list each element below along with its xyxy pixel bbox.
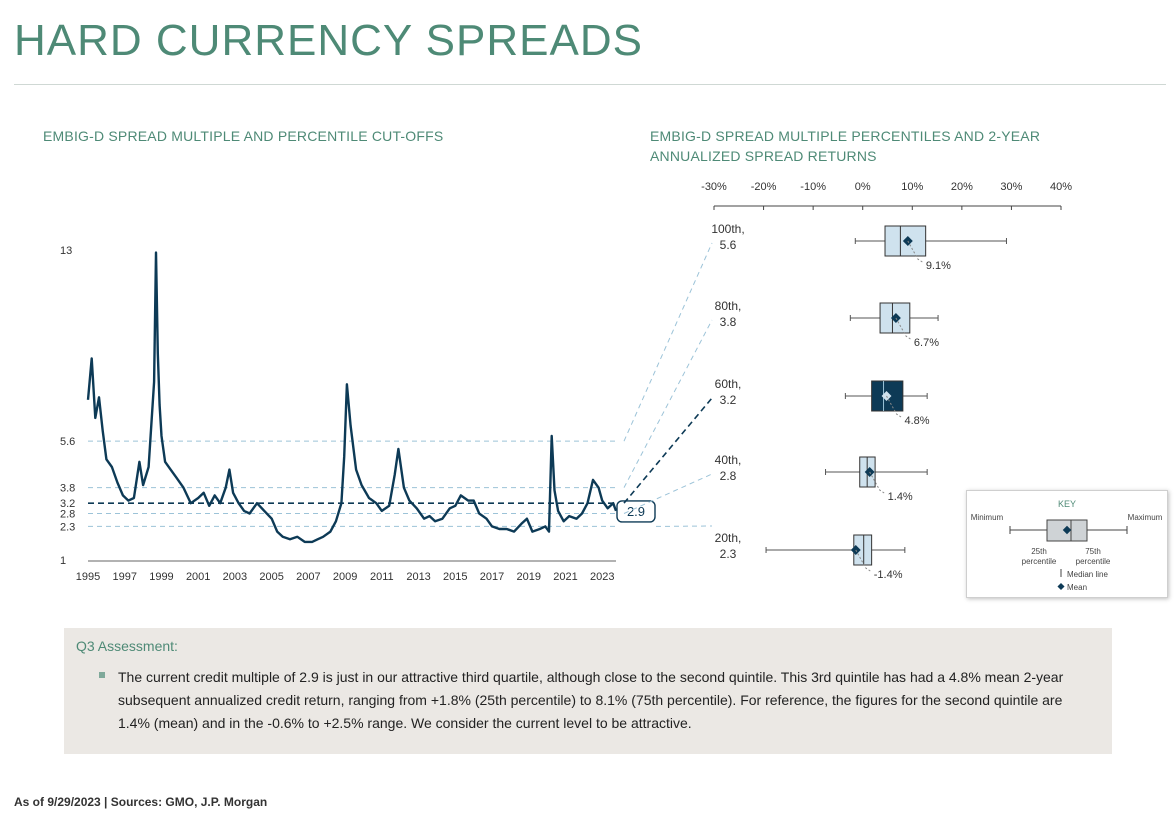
x-tick-label: 1995 xyxy=(76,571,100,583)
x-tick-label: 2013 xyxy=(406,571,430,583)
box-row-3.2: 4.8% 60th, 3.2 xyxy=(715,377,930,427)
x-tick-label: 2023 xyxy=(590,571,614,583)
y-tick-label: 3.8 xyxy=(60,483,75,495)
box-row-5.6: 9.1% 100th, 5.6 xyxy=(711,222,1007,272)
assessment-title: Q3 Assessment: xyxy=(76,638,178,654)
box-mean-label: 4.8% xyxy=(905,415,930,427)
box-mean-label: 9.1% xyxy=(926,260,951,272)
key-mean-swatch xyxy=(1057,582,1065,591)
box-x-tick-label: 30% xyxy=(1000,181,1022,193)
key-mean-label: Mean xyxy=(1067,583,1087,592)
key-q3-label-2: percentile xyxy=(1076,557,1111,566)
key-legend: KEY Minimum Maximum 25th percentile 75th… xyxy=(966,490,1168,598)
connector-40th xyxy=(623,473,713,514)
box-mean-leader xyxy=(886,395,903,419)
box-row-label: 20th, xyxy=(715,531,742,545)
x-tick-label: 2005 xyxy=(259,571,283,583)
key-q3-label: 75th xyxy=(1085,547,1101,556)
y-tick-label: 1 xyxy=(60,555,66,567)
key-maximum-label: Maximum xyxy=(1128,513,1163,522)
y-tick-label: 13 xyxy=(60,245,72,257)
y-tick-label: 2.8 xyxy=(60,509,75,521)
spread-multiple-line-chart: 1 2.32.83.2 3.8 5.6 13 1995 1997 1999 2001 2003 20… xyxy=(60,245,656,583)
box-mean-leader xyxy=(869,471,886,495)
x-tick-label: 1997 xyxy=(112,571,136,583)
box-x-tick-label: -10% xyxy=(800,181,826,193)
source-footer: As of 9/29/2023 | Sources: GMO, J.P. Mor… xyxy=(14,795,268,809)
box-row-3.8: 6.7% 80th, 3.8 xyxy=(715,299,940,349)
key-q1-label-2: percentile xyxy=(1022,557,1057,566)
box-x-tick-label: 20% xyxy=(951,181,973,193)
box-row-2.8: 1.4% 40th, 2.8 xyxy=(715,453,928,503)
x-tick-label: 2017 xyxy=(480,571,504,583)
connector-60th xyxy=(623,397,713,504)
bullet-icon xyxy=(99,672,105,678)
box-x-tick-label: 40% xyxy=(1050,181,1072,193)
key-median-label: Median line xyxy=(1067,570,1108,579)
box-mean-leader xyxy=(895,317,913,341)
box-row-value: 5.6 xyxy=(720,238,737,252)
title-divider xyxy=(14,84,1166,85)
assessment-panel: Q3 Assessment: The current credit multip… xyxy=(64,628,1112,754)
box-x-tick-label: -20% xyxy=(751,181,777,193)
key-q1-label: 25th xyxy=(1031,547,1047,556)
key-minimum-label: Minimum xyxy=(971,513,1004,522)
current-value-badge: 2.9 xyxy=(616,500,656,523)
x-tick-label: 2019 xyxy=(517,571,541,583)
box-row-value: 3.8 xyxy=(720,315,737,329)
x-tick-label: 2009 xyxy=(333,571,357,583)
x-tick-label: 2011 xyxy=(370,571,394,583)
spread-multiple-series-line xyxy=(86,251,618,544)
line-chart-title: EMBIG-D SPREAD MULTIPLE AND PERCENTILE C… xyxy=(43,128,444,144)
x-tick-label: 2021 xyxy=(553,571,577,583)
box-row-label: 60th, xyxy=(715,377,742,391)
box-row-value: 3.2 xyxy=(720,393,737,407)
box-x-tick-label: 0% xyxy=(855,181,871,193)
connector-100th xyxy=(623,242,713,442)
x-tick-label: 2003 xyxy=(223,571,247,583)
box-mean-leader xyxy=(855,549,873,573)
key-title: KEY xyxy=(1058,499,1076,509)
assessment-text: The current credit multiple of 2.9 is ju… xyxy=(118,669,1064,731)
box-row-value: 2.3 xyxy=(720,547,737,561)
box-mean-leader xyxy=(907,240,925,264)
y-tick-label: 3.2 xyxy=(60,498,75,510)
percentile-box-plot: -30% -20% -10% 0% 10% 20% 30% 40% 9.1% 100th, 5.6 6… xyxy=(701,181,1072,581)
x-tick-label: 1999 xyxy=(149,571,173,583)
box-mean-label: 6.7% xyxy=(914,337,939,349)
box-x-tick-label: -30% xyxy=(701,181,727,193)
x-tick-label: 2015 xyxy=(443,571,467,583)
box-row-label: 40th, xyxy=(715,453,742,467)
page-title: HARD CURRENCY SPREADS xyxy=(14,16,643,65)
box-chart-title: EMBIG-D SPREAD MULTIPLE PERCENTILES AND … xyxy=(650,128,1041,164)
x-tick-label: 2001 xyxy=(186,571,210,583)
box-x-tick-label: 10% xyxy=(901,181,923,193)
y-tick-label: 2.3 xyxy=(60,521,75,533)
current-value-label: 2.9 xyxy=(627,504,645,519)
percentile-connectors xyxy=(623,242,713,527)
y-tick-label: 5.6 xyxy=(60,436,75,448)
key-legend-graphic: KEY Minimum Maximum 25th percentile 75th… xyxy=(971,499,1163,592)
box-row-2.3: -1.4% 20th, 2.3 xyxy=(715,531,906,581)
box-mean-label: 1.4% xyxy=(888,491,913,503)
x-tick-label: 2007 xyxy=(296,571,320,583)
box-row-label: 100th, xyxy=(711,222,744,236)
connector-80th xyxy=(623,319,713,488)
current-value-box xyxy=(616,500,656,523)
box-row-label: 80th, xyxy=(715,299,742,313)
box-mean-label: -1.4% xyxy=(874,569,903,581)
box-row-value: 2.8 xyxy=(720,469,737,483)
